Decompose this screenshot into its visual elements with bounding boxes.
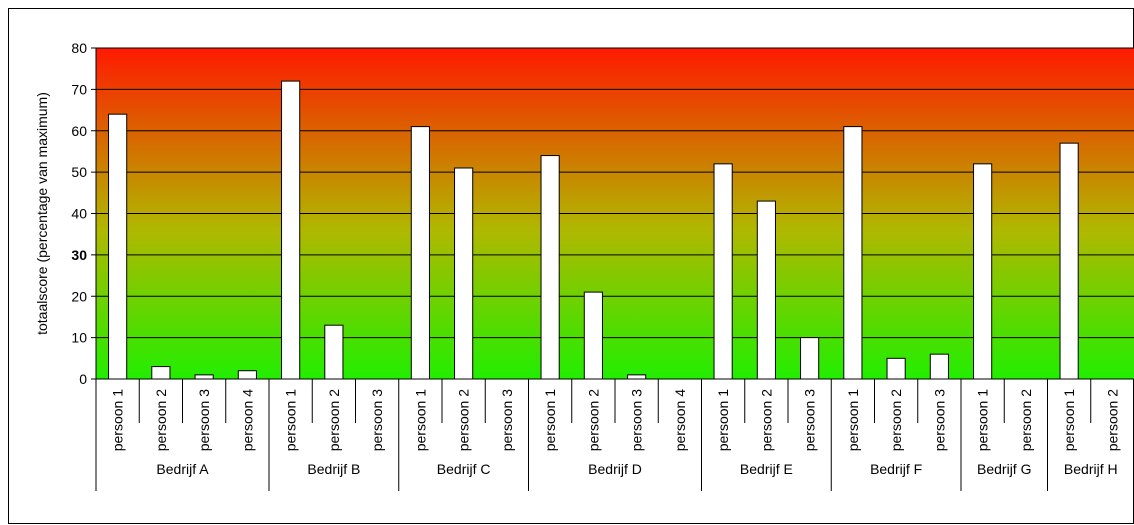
y-tick-label: 50	[71, 164, 87, 180]
category-label: persoon 2	[1018, 389, 1034, 451]
category-label: persoon 3	[802, 389, 818, 451]
category-label: persoon 4	[672, 389, 688, 451]
category-label: persoon 2	[153, 389, 169, 451]
category-label: persoon 3	[931, 389, 947, 451]
category-label: persoon 2	[1104, 389, 1120, 451]
category-label: persoon 3	[369, 389, 385, 451]
group-label: Bedrijf A	[156, 461, 209, 477]
y-tick-label: 30	[71, 247, 87, 263]
bar	[713, 163, 733, 380]
bar	[540, 155, 560, 380]
category-label: persoon 1	[845, 389, 861, 451]
category-label: persoon 3	[196, 389, 212, 451]
group-label: Bedrijf E	[740, 461, 793, 477]
bar	[973, 163, 993, 380]
category-label: persoon 3	[499, 389, 515, 451]
category-label: persoon 1	[1061, 389, 1077, 451]
bar	[1059, 142, 1079, 380]
y-tick-label: 20	[71, 288, 87, 304]
y-axis-label: totaalscore (percentage van maximum)	[34, 92, 50, 335]
y-tick-label: 40	[71, 206, 87, 222]
bar	[929, 353, 949, 380]
category-label: persoon 1	[283, 389, 299, 451]
category-label: persoon 4	[239, 389, 255, 451]
bar	[151, 366, 171, 380]
bar	[756, 200, 776, 380]
bar	[627, 374, 647, 380]
y-tick-label: 80	[71, 40, 87, 56]
group-label: Bedrijf C	[437, 461, 491, 477]
group-label: Bedrijf F	[870, 461, 922, 477]
y-tick-label: 0	[79, 371, 87, 387]
category-label: persoon 1	[542, 389, 558, 451]
group-label: Bedrijf B	[307, 461, 360, 477]
group-label: Bedrijf D	[588, 461, 642, 477]
labels: 0 10 20 30 40 50 60 70 80 persoon 1 persoon 2 perso…	[71, 40, 1120, 477]
bar	[800, 337, 820, 380]
category-label: persoon 3	[629, 389, 645, 451]
bar	[237, 370, 257, 380]
group-label: Bedrijf G	[977, 461, 1031, 477]
bar	[281, 80, 301, 380]
bar	[886, 357, 906, 380]
category-label: persoon 2	[758, 389, 774, 451]
axes	[91, 47, 1134, 491]
category-label: persoon 1	[715, 389, 731, 451]
category-label: persoon 1	[412, 389, 428, 451]
category-label: persoon 2	[888, 389, 904, 451]
group-label: Bedrijf H	[1064, 461, 1118, 477]
bar	[194, 374, 214, 380]
category-label: persoon 2	[585, 389, 601, 451]
y-tick-label: 70	[71, 81, 87, 97]
bar	[454, 167, 474, 380]
category-label: persoon 1	[975, 389, 991, 451]
chart-frame: 0 10 20 30 40 50 60 70 80 persoon 1 persoon 2 perso…	[8, 8, 1134, 524]
bars	[108, 80, 1079, 380]
bar	[324, 324, 344, 380]
bar	[843, 126, 863, 380]
bar-chart: 0 10 20 30 40 50 60 70 80 persoon 1 persoon 2 perso…	[34, 40, 1134, 491]
category-label: persoon 2	[456, 389, 472, 451]
category-label: persoon 1	[110, 389, 126, 451]
bar	[410, 126, 430, 380]
bar	[583, 291, 603, 380]
bar	[108, 113, 128, 380]
y-tick-label: 10	[71, 330, 87, 346]
y-tick-label: 60	[71, 123, 87, 139]
category-label: persoon 2	[326, 389, 342, 451]
